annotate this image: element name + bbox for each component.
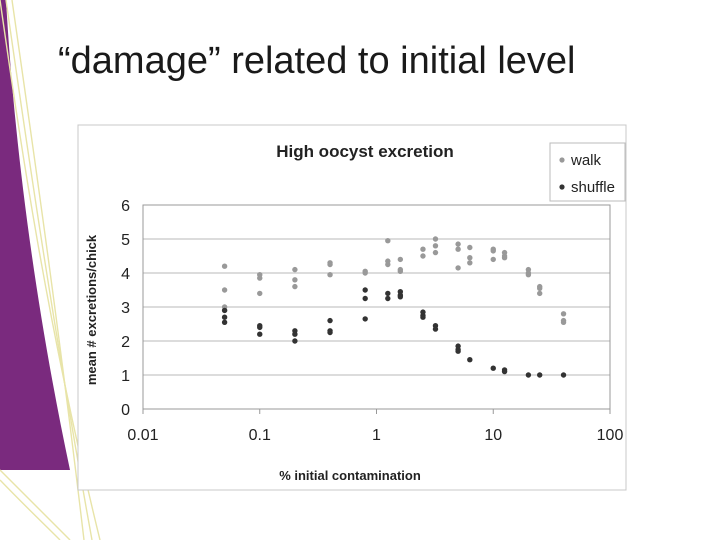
walk-point (420, 246, 426, 252)
legend-marker-shuffle (559, 184, 565, 190)
walk-point (385, 238, 391, 244)
legend-marker-walk (559, 157, 565, 163)
walk-point (432, 249, 439, 256)
shuffle-point (362, 295, 368, 302)
shuffle-point (221, 307, 228, 314)
shuffle-point (490, 365, 496, 371)
x-tick-label: 1 (372, 427, 381, 444)
shuffle-point (385, 295, 391, 302)
walk-point (490, 248, 496, 254)
walk-point (455, 246, 461, 252)
walk-point (292, 277, 298, 283)
walk-point (327, 261, 333, 268)
walk-point (537, 290, 543, 297)
shuffle-point (221, 319, 228, 325)
chart-title: High oocyst excretion (276, 142, 454, 161)
walk-point (221, 287, 228, 293)
purple-accent-band (0, 0, 70, 470)
walk-point (467, 260, 473, 266)
shuffle-point (362, 316, 368, 322)
shuffle-point (327, 329, 333, 336)
shuffle-point (455, 348, 461, 354)
y-tick-label: 2 (121, 334, 130, 351)
walk-point (560, 311, 567, 317)
shuffle-point (385, 290, 391, 297)
shuffle-point (501, 368, 508, 375)
walk-point (537, 285, 543, 291)
walk-point (397, 268, 404, 274)
shuffle-point (257, 331, 263, 337)
shuffle-point (292, 331, 298, 337)
legend-box (549, 142, 626, 202)
walk-point (455, 265, 461, 271)
walk-point (467, 255, 473, 261)
walk-point (292, 266, 298, 273)
walk-point (560, 319, 567, 325)
shuffle-point (560, 372, 567, 378)
walk-point (432, 243, 439, 249)
walk-point (432, 236, 439, 242)
shuffle-point (537, 372, 543, 378)
data-points (221, 236, 567, 378)
walk-point (397, 256, 404, 263)
walk-point (362, 270, 368, 276)
walk-point (385, 261, 391, 268)
walk-point (257, 275, 263, 281)
y-tick-label: 3 (121, 300, 130, 317)
shuffle-point (362, 287, 368, 293)
walk-point (467, 244, 473, 251)
x-axis-label: % initial contamination (279, 468, 421, 483)
walk-point (292, 283, 298, 290)
walk-point (327, 272, 333, 278)
y-tick-label: 5 (121, 232, 130, 249)
slide-title: “damage” related to initial level (58, 40, 576, 82)
shuffle-point (327, 317, 333, 324)
legend: walk shuffle (549, 142, 626, 202)
x-tick-label: 0.1 (249, 427, 271, 444)
walk-point (221, 263, 228, 269)
y-axis-ticks: 0 1 2 3 4 5 6 (121, 198, 130, 419)
x-tick-label: 100 (597, 427, 624, 444)
y-tick-label: 6 (121, 198, 130, 215)
x-tick-label: 10 (484, 427, 502, 444)
walk-point (257, 290, 263, 297)
shuffle-point (221, 314, 228, 320)
legend-label-walk: walk (570, 152, 602, 169)
walk-point (525, 272, 532, 278)
walk-point (490, 256, 496, 263)
walk-point (501, 255, 508, 261)
legend-label-shuffle: shuffle (571, 179, 615, 196)
x-axis-ticks: 0.01 0.1 1 10 100 (127, 409, 623, 444)
shuffle-point (420, 314, 426, 320)
y-tick-label: 1 (121, 368, 130, 385)
y-tick-label: 4 (121, 266, 130, 283)
y-axis-label: mean # excretions/chick (84, 234, 99, 385)
shuffle-point (292, 338, 298, 344)
walk-point (420, 253, 426, 259)
walk-point (455, 241, 461, 247)
shuffle-point (257, 324, 263, 331)
x-tick-label: 0.01 (127, 427, 158, 444)
shuffle-point (397, 294, 404, 300)
shuffle-point (432, 326, 439, 332)
shuffle-point (525, 372, 532, 378)
shuffle-point (467, 357, 473, 363)
y-tick-label: 0 (121, 402, 130, 419)
